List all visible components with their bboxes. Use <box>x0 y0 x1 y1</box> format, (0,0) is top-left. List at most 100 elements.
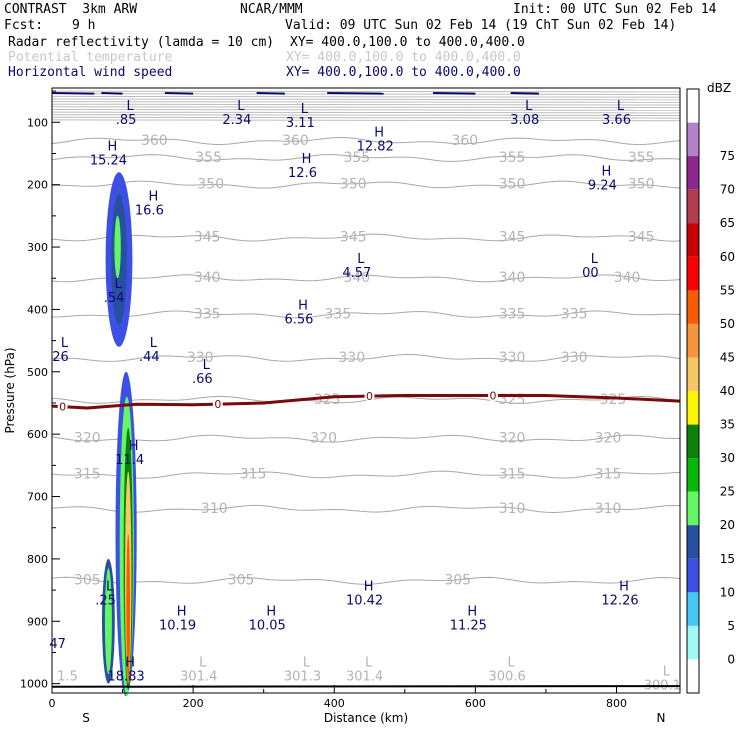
wind-extremum-L: L <box>357 252 365 267</box>
stratosphere-theta-line <box>51 95 681 98</box>
colorbar-level-label: 65 <box>720 216 735 230</box>
freezing-level-label-bg <box>57 400 68 413</box>
theta-label-305: 305 <box>74 573 101 589</box>
theta-label-345: 345 <box>194 230 221 246</box>
freezing-level-label-bg <box>364 390 375 403</box>
colorbar-level-label: 60 <box>720 250 735 264</box>
theta-label-330: 330 <box>187 350 214 366</box>
theta-label-310: 310 <box>499 501 526 517</box>
wind-extremum-H: H <box>302 152 312 167</box>
theta-label-350: 350 <box>340 177 367 193</box>
header-init: Init: 00 UTC Sun 02 Feb 14 <box>513 2 717 17</box>
wind-extremum-H: H <box>129 439 139 454</box>
surface-extremum-L: L <box>365 655 373 670</box>
wind-extremum-value: .44 <box>139 350 160 365</box>
colorbar-swatch <box>687 558 699 593</box>
theta-label-345: 345 <box>499 230 526 246</box>
colorbar-swatch <box>687 290 699 324</box>
theta-contour-350 <box>51 180 681 189</box>
colorbar-swatch <box>687 89 699 123</box>
colorbar-swatch <box>687 491 699 526</box>
theta-label-330: 330 <box>561 350 588 366</box>
theta-label-355: 355 <box>195 150 222 166</box>
theta-label-355: 355 <box>628 150 655 166</box>
theta-label-305: 305 <box>444 573 471 589</box>
jet-segment <box>101 91 123 95</box>
wind-extremum-value: .25 <box>95 593 116 608</box>
theta-label-345: 345 <box>628 230 655 246</box>
stratosphere-theta-line <box>51 103 681 106</box>
stratosphere-theta-line <box>51 90 681 93</box>
wind-extremum-value: 2.34 <box>222 113 251 128</box>
surface-extremum-value: 300.6 <box>489 669 526 684</box>
theta-label-355: 355 <box>343 150 370 166</box>
freezing-level-label: 0 <box>490 389 497 402</box>
theta-label-360: 360 <box>141 133 168 149</box>
theta-label-335: 335 <box>194 306 221 322</box>
colorbar-swatch <box>687 391 699 425</box>
surface-extremum-value: 301.4 <box>180 669 217 684</box>
y-tick-label: 500 <box>27 366 48 379</box>
wind-extremum-value: 16.6 <box>135 204 164 219</box>
plot-frame <box>51 87 681 694</box>
reflectivity-cell-20dbz <box>114 215 121 279</box>
surface-extremum-L: L <box>507 655 515 670</box>
theta-label-350: 350 <box>628 177 655 193</box>
theta-label-350: 350 <box>499 177 526 193</box>
theta-contour-360 <box>51 136 681 146</box>
colorbar-swatch <box>687 592 699 626</box>
theta-label-340: 340 <box>614 270 641 286</box>
theta-label-360: 360 <box>451 133 478 149</box>
y-tick-label: 800 <box>27 553 48 566</box>
freezing-level-line <box>51 394 681 410</box>
colorbar-swatch <box>687 625 699 660</box>
colorbar-level-label: 20 <box>720 518 735 532</box>
theta-label-345: 345 <box>340 230 367 246</box>
surface-extremum-value: 301.3 <box>284 669 321 684</box>
wind-extremum-value: 47 <box>49 637 66 652</box>
stratosphere-theta-line <box>51 119 681 122</box>
wind-extremum-L: L <box>617 99 625 114</box>
wind-extremum-H: H <box>374 125 384 140</box>
theta-contour-305 <box>51 576 681 585</box>
colorbar-level-label: 10 <box>720 585 735 599</box>
wind-extremum-H: H <box>148 190 158 205</box>
wind-extremum-L: L <box>525 99 533 114</box>
theta-label-315: 315 <box>499 467 526 483</box>
y-axis-label: Pressure (hPa) <box>3 347 17 433</box>
colorbar-level-label: 0 <box>727 652 735 666</box>
x-tick-label: 200 <box>183 697 204 710</box>
theta-label-320: 320 <box>74 431 101 447</box>
surface-extremum-L: L <box>199 655 207 670</box>
x-end-label-right: N <box>657 711 666 725</box>
colorbar-level-label: 70 <box>720 183 735 197</box>
jet-segment <box>433 91 476 95</box>
colorbar-swatch <box>687 256 699 291</box>
x-tick-label: 0 <box>49 697 56 710</box>
theta-contour-340 <box>51 274 681 283</box>
wind-extremum-H: H <box>467 604 477 619</box>
theta-contour-335 <box>51 310 681 319</box>
wind-extremum-value: .66 <box>192 372 213 387</box>
stratosphere-theta-line <box>51 111 681 114</box>
surface-extremum-value: 1.5 <box>57 669 78 684</box>
wind-extremum-value: 6.56 <box>284 313 313 328</box>
x-tick-label: 600 <box>465 697 486 710</box>
jet-segment <box>327 91 384 95</box>
wind-extremum-H: H <box>177 604 187 619</box>
wind-extremum-H: H <box>298 299 308 314</box>
wind-extremum-value: 4.57 <box>342 266 371 281</box>
colorbar-swatch <box>687 223 699 257</box>
y-tick-label: 200 <box>27 179 48 192</box>
freezing-level-label: 0 <box>214 398 221 411</box>
wind-extremum-value: 10.05 <box>249 618 286 633</box>
wind-extremum-value: 12.82 <box>357 139 394 154</box>
colorbar-swatch <box>687 458 699 492</box>
wind-extremum-H: H <box>619 579 629 594</box>
colorbar-level-label: 40 <box>720 384 735 398</box>
wind-extremum-value: 10.42 <box>346 593 383 608</box>
wind-extremum-value: 3.66 <box>602 113 631 128</box>
colorbar-swatch <box>687 357 699 391</box>
field-wind-xy: XY= 400.0,100.0 to 400.0,400.0 <box>286 65 521 80</box>
colorbar-level-label: 5 <box>727 619 735 633</box>
